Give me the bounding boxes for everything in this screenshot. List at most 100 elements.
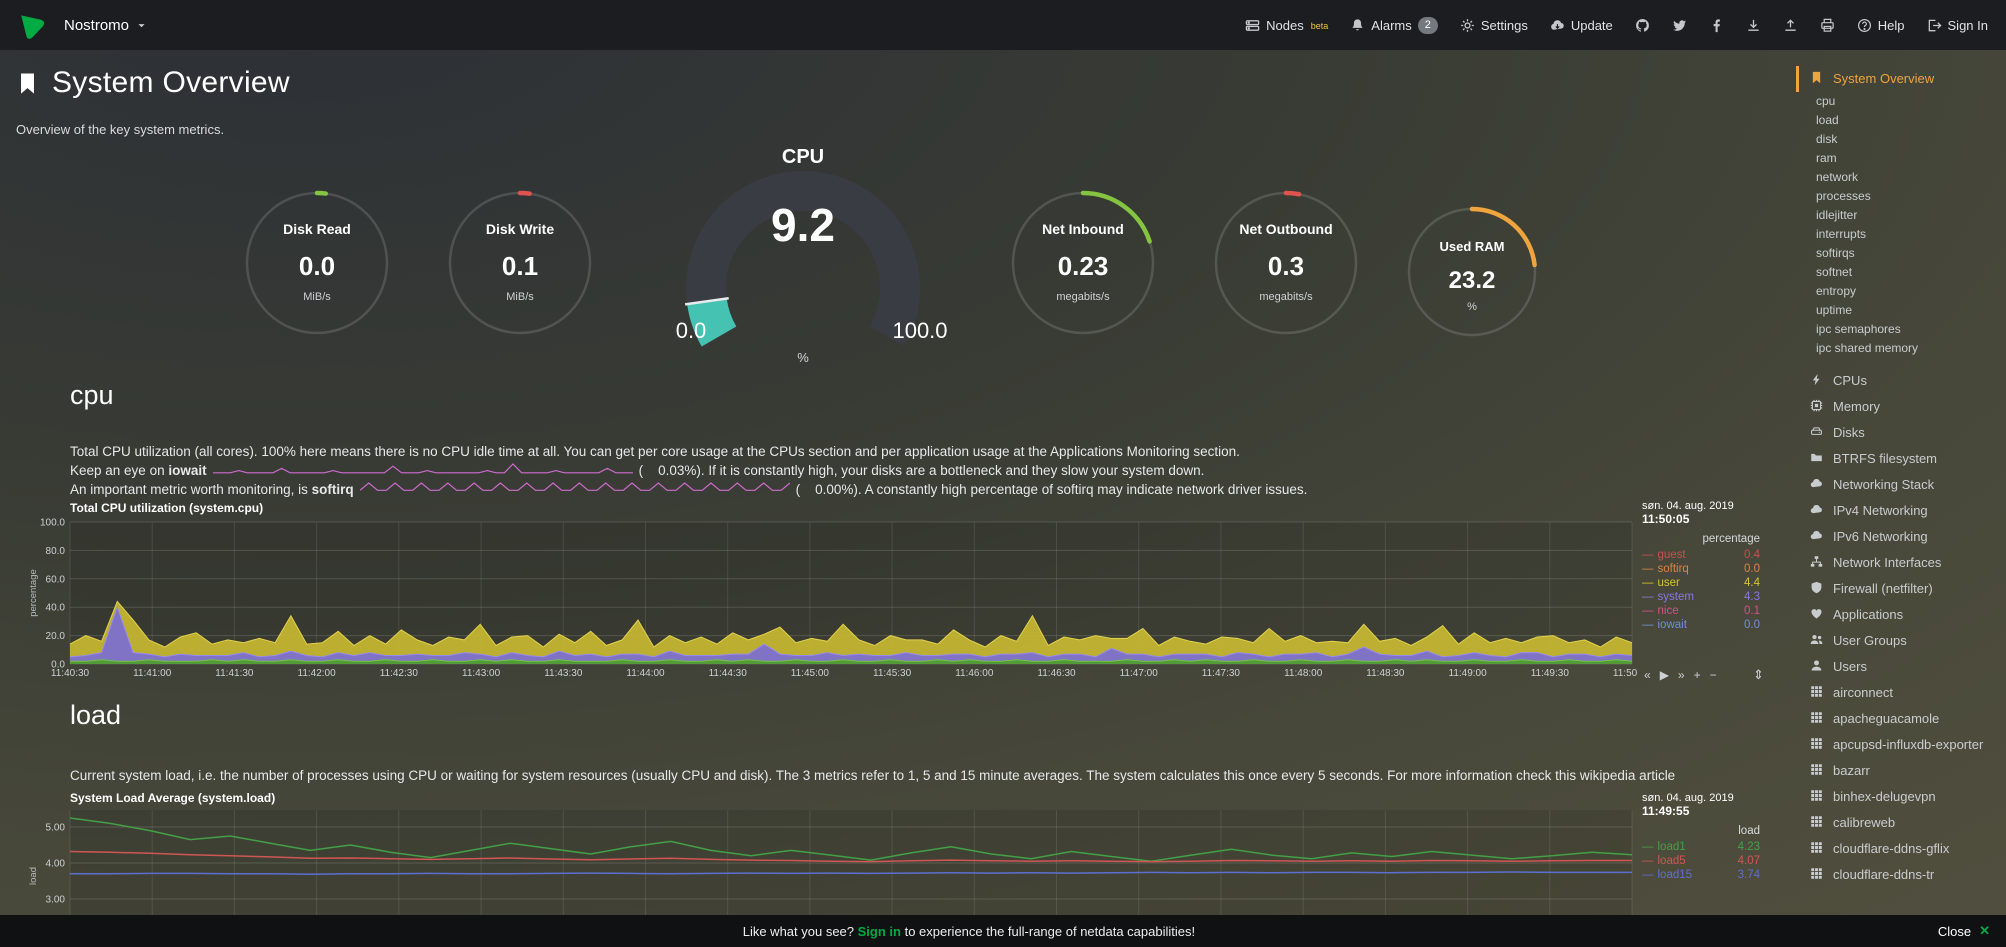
sidebar-item-system-overview[interactable]: System Overview [1796,66,2006,92]
sidebar-item-apacheguacamole[interactable]: apacheguacamole [1796,706,2006,732]
sidebar-item-users[interactable]: Users [1796,654,2006,680]
sidebar-item-processes[interactable]: processes [1796,187,2006,206]
signin-link[interactable]: Sign in [857,923,901,939]
nav-item-export-snapshot[interactable] [1783,18,1798,33]
sidebar-item-network-interfaces[interactable]: Network Interfaces [1796,550,2006,576]
sidebar-item-label: CPUs [1833,373,1867,388]
chart-zoom-out-button[interactable]: − [1709,668,1717,682]
legend-series-guest[interactable]: — guest 0.4 [1642,549,1760,561]
gauge-used-ram[interactable]: Used RAM 23.2 % [1405,205,1539,339]
sidebar-item-applications[interactable]: Applications [1796,602,2006,628]
sidebar-item-airconnect[interactable]: airconnect [1796,680,2006,706]
chart-rewind-button[interactable]: « [1644,668,1651,682]
cpu-description-line2: Keep an eye on iowait( 0.03%). If it is … [70,462,1205,478]
sidebar-item-user-groups[interactable]: User Groups [1796,628,2006,654]
nav-item-github[interactable] [1635,18,1650,33]
cpu-gauge-value: 9.2 [771,199,835,251]
sidebar-item-label: uptime [1816,303,1853,317]
nav-item-print[interactable] [1820,18,1835,33]
legend-series-system[interactable]: — system 4.3 [1642,591,1760,603]
sidebar-item-entropy[interactable]: entropy [1796,282,2006,301]
nav-item-facebook[interactable] [1709,18,1724,33]
nav-item-signin[interactable]: Sign In [1927,18,1988,33]
sidebar-item-binhex-delugevpn[interactable]: binhex-delugevpn [1796,784,2006,810]
netdata-logo-icon[interactable] [18,10,48,40]
download-icon [1746,18,1761,33]
iowait-sparkline[interactable] [212,462,633,477]
user-icon [1810,658,1825,676]
nav-item-twitter[interactable] [1672,18,1687,33]
sidebar-item-cloudflare-ddns-gflix[interactable]: cloudflare-ddns-gflix [1796,836,2006,862]
signin-icon [1927,18,1942,33]
nav-item-settings[interactable]: Settings [1460,18,1528,33]
nav-item-alarms[interactable]: Alarms 2 [1350,16,1438,34]
chart-forward-button[interactable]: » [1677,668,1685,682]
sidebar-item-label: ipc shared memory [1816,341,1919,355]
gauge-cpu[interactable] [653,166,953,358]
legend-series-load1[interactable]: — load1 4.23 [1642,841,1760,853]
sidebar-item-apcupsd-influxdb-exporter[interactable]: apcupsd-influxdb-exporter [1796,732,2006,758]
close-cta-button[interactable]: Close ✕ [1937,923,1990,939]
upload-icon [1783,18,1798,33]
sidebar-item-networking-stack[interactable]: Networking Stack [1796,472,2006,498]
sidebar-item-load[interactable]: load [1796,111,2006,130]
cpu-chart-canvas[interactable]: 0.0 20.0 40.0 60.0 80.0 100.0 11:40:30 11:41:00… [26,518,1638,688]
gauge-net-inbound[interactable]: Net Inbound 0.23 megabits/s [1009,189,1157,337]
svg-text:0.0: 0.0 [51,660,65,671]
nav-item-help[interactable]: Help [1857,18,1905,33]
sidebar-item-network[interactable]: network [1796,168,2006,187]
sidebar-item-calibreweb[interactable]: calibreweb [1796,810,2006,836]
sidebar-item-bazarr[interactable]: bazarr [1796,758,2006,784]
sidebar-item-label: disk [1816,132,1838,146]
grid-icon [1810,684,1825,702]
nav-item-import-snapshot[interactable] [1746,18,1761,33]
sidebar-item-label: Memory [1833,399,1880,414]
gauge-net-outbound[interactable]: Net Outbound 0.3 megabits/s [1212,189,1360,337]
sidebar-item-disks[interactable]: Disks [1796,420,2006,446]
sidebar-item-cpus[interactable]: CPUs [1796,368,2006,394]
cloud-icon [1810,528,1825,546]
sidebar-item-idlejitter[interactable]: idlejitter [1796,206,2006,225]
sidebar-item-uptime[interactable]: uptime [1796,301,2006,320]
sidebar-item-disk[interactable]: disk [1796,130,2006,149]
help-icon [1857,18,1872,33]
sidebar-item-label: Network Interfaces [1833,555,1942,570]
chart-play-button[interactable]: ▶ [1659,668,1669,682]
sidebar-item-interrupts[interactable]: interrupts [1796,225,2006,244]
svg-text:20.0: 20.0 [46,631,66,642]
gauge-disk-write[interactable]: Disk Write 0.1 MiB/s [446,189,594,337]
softirq-sparkline[interactable] [359,481,790,496]
sidebar-item-btrfs-filesystem[interactable]: BTRFS filesystem [1796,446,2006,472]
gauge-value: 0.3 [1267,251,1305,281]
svg-text:11:48:00: 11:48:00 [1284,668,1323,679]
legend-series-load15[interactable]: — load15 3.74 [1642,869,1760,881]
sidebar-item-label: apacheguacamole [1833,711,1940,726]
sidebar-item-cloudflare-ddns-tr[interactable]: cloudflare-ddns-tr [1796,862,2006,888]
sidebar-item-label: ipc semaphores [1816,322,1901,336]
hostname-dropdown[interactable]: Nostromo [64,17,147,34]
sidebar-item-ipv6-networking[interactable]: IPv6 Networking [1796,524,2006,550]
chart-zoom-in-button[interactable]: + [1693,668,1701,682]
sidebar-item-firewall-netfilter-[interactable]: Firewall (netfilter) [1796,576,2006,602]
gauge-label: Net Outbound [1239,221,1333,237]
sidebar-item-memory[interactable]: Memory [1796,394,2006,420]
legend-series-load5[interactable]: — load5 4.07 [1642,855,1760,867]
sidebar-item-softirqs[interactable]: softirqs [1796,244,2006,263]
legend-series-nice[interactable]: — nice 0.1 [1642,605,1760,617]
sidebar-item-cpu[interactable]: cpu [1796,92,2006,111]
cpu-chart-resize-handle[interactable]: ⇕ [1753,667,1764,682]
sidebar-item-ipc-semaphores[interactable]: ipc semaphores [1796,320,2006,339]
sidebar-item-ipc-shared-memory[interactable]: ipc shared memory [1796,339,2006,358]
sidebar-item-softnet[interactable]: softnet [1796,263,2006,282]
nav-item-nodes[interactable]: Nodes beta [1245,18,1328,33]
sidebar-item-ipv4-networking[interactable]: IPv4 Networking [1796,498,2006,524]
disk-icon [1810,424,1825,442]
legend-series-iowait[interactable]: — iowait 0.0 [1642,619,1760,631]
nav-item-update[interactable]: Update [1550,18,1613,33]
legend-series-softirq[interactable]: — softirq 0.0 [1642,563,1760,575]
gauge-disk-read[interactable]: Disk Read 0.0 MiB/s [243,189,391,337]
load-chart-canvas[interactable]: 3.00 4.00 5.00 load [26,806,1638,915]
cpu-chart-toolbar: « ▶ » + − [1644,668,1717,682]
legend-series-user[interactable]: — user 4.4 [1642,577,1760,589]
sidebar-item-ram[interactable]: ram [1796,149,2006,168]
